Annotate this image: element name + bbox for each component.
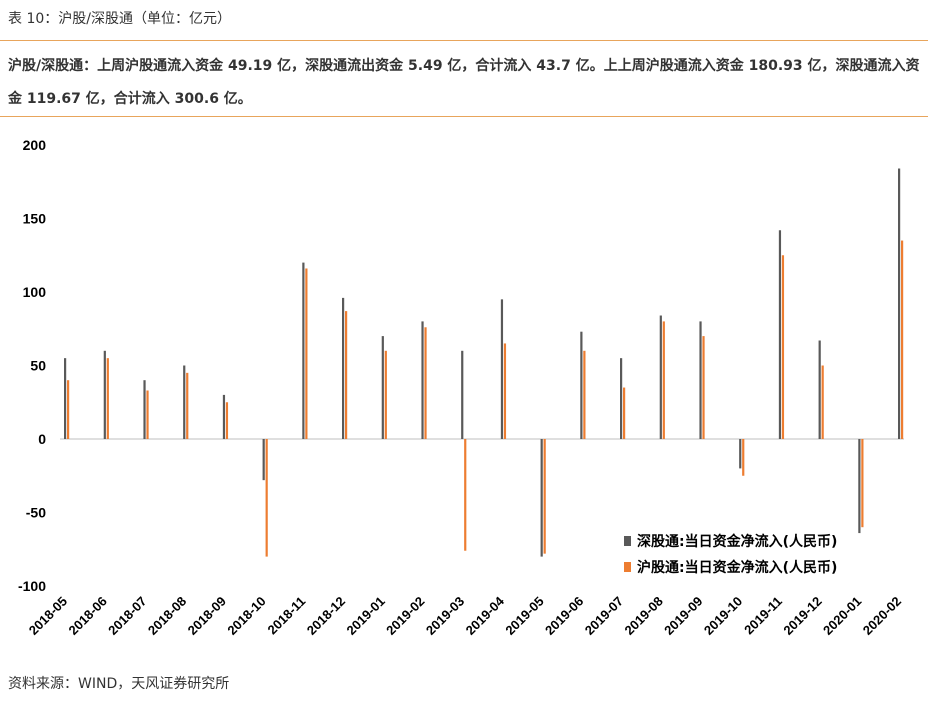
bar-shenzhen — [620, 358, 623, 439]
y-tick-label: -50 — [26, 505, 46, 521]
summary-rule — [0, 116, 928, 117]
legend-swatch-shenzhen — [624, 536, 631, 546]
y-tick-label: 100 — [23, 284, 47, 300]
bar-shenzhen — [898, 168, 901, 439]
bar-shenzhen — [262, 439, 265, 481]
bar-shenzhen — [778, 230, 782, 439]
x-tick-label: 2019-07 — [582, 594, 626, 638]
x-tick-label: 2018-06 — [65, 594, 109, 638]
bar-shenzhen — [659, 315, 662, 439]
bar-shenzhen — [818, 340, 821, 439]
bar-shenzhen — [739, 439, 742, 469]
x-tick-label: 2018-11 — [265, 594, 309, 638]
x-tick-label: 2018-05 — [26, 594, 70, 638]
bar-shanghai — [583, 350, 586, 439]
x-tick-label: 2019-10 — [701, 594, 745, 638]
x-tick-label: 2019-02 — [383, 594, 427, 638]
bar-shanghai — [503, 343, 507, 439]
bar-shanghai — [781, 255, 785, 439]
bar-shanghai — [384, 350, 387, 439]
legend-label-shanghai: 沪股通:当日资金净流入(人民币) — [637, 559, 837, 576]
bar-shanghai — [861, 439, 864, 528]
y-tick-label: -100 — [18, 578, 46, 594]
bar-shanghai — [186, 372, 189, 439]
x-axis: 2018-052018-062018-072018-082018-092018-… — [26, 593, 904, 638]
bar-shanghai — [662, 321, 665, 439]
bar-shenzhen — [103, 350, 106, 439]
bar-shenzhen — [858, 439, 861, 534]
legend-swatch-shanghai — [624, 562, 631, 572]
bar-shanghai — [424, 327, 427, 439]
x-tick-label: 2018-09 — [185, 594, 229, 638]
bar-series — [64, 168, 904, 557]
bar-shenzhen — [381, 336, 384, 439]
x-tick-label: 2019-03 — [423, 594, 467, 638]
y-tick-label: 50 — [30, 358, 46, 374]
x-tick-label: 2020-02 — [860, 594, 904, 638]
x-tick-label: 2018-07 — [105, 594, 149, 638]
bar-shanghai — [464, 439, 467, 551]
x-tick-label: 2020-01 — [820, 594, 864, 638]
y-axis: 200 150 100 50 0 -50 -100 — [18, 137, 46, 594]
bar-shenzhen — [183, 365, 186, 439]
x-tick-label: 2019-01 — [343, 594, 387, 638]
x-tick-label: 2019-11 — [741, 594, 785, 638]
x-tick-label: 2019-05 — [502, 594, 546, 638]
bar-shenzhen — [143, 380, 146, 439]
x-tick-label: 2019-06 — [542, 594, 586, 638]
bar-shanghai — [623, 387, 626, 439]
bar-shanghai — [543, 439, 546, 554]
bar-shanghai — [901, 240, 904, 439]
bar-shenzhen — [64, 358, 67, 439]
bar-shenzhen — [461, 350, 464, 439]
bar-shenzhen — [222, 394, 226, 439]
legend-label-shenzhen: 深股通:当日资金净流入(人民币) — [637, 533, 837, 550]
bar-shanghai — [225, 402, 229, 439]
bar-shanghai — [106, 358, 109, 439]
bar-shenzhen — [540, 439, 543, 557]
table-title: 表 10：沪股/深股通（单位：亿元） — [8, 11, 231, 27]
x-tick-label: 2018-12 — [304, 594, 348, 638]
x-tick-label: 2019-04 — [463, 593, 508, 638]
bar-shanghai — [702, 336, 705, 439]
summary-text: 沪股/深股通：上周沪股通流入资金 49.19 亿，深股通流出资金 5.49 亿，… — [8, 58, 920, 107]
y-tick-label: 150 — [23, 211, 47, 227]
bar-shenzhen — [302, 262, 305, 439]
bar-shenzhen — [580, 331, 583, 439]
bar-shanghai — [345, 311, 348, 439]
y-tick-label: 0 — [38, 431, 46, 447]
source-note: 资料来源：WIND，天风证券研究所 — [8, 676, 230, 692]
x-tick-label: 2018-10 — [224, 594, 268, 638]
x-tick-label: 2019-09 — [661, 594, 705, 638]
bar-shanghai — [305, 268, 308, 439]
bar-shenzhen — [500, 299, 504, 439]
bar-shenzhen — [421, 321, 424, 439]
bar-shanghai — [67, 380, 70, 439]
bar-shenzhen — [699, 321, 702, 439]
bar-shenzhen — [342, 297, 345, 439]
x-tick-label: 2019-12 — [780, 594, 824, 638]
top-rule — [0, 40, 928, 41]
legend: 深股通:当日资金净流入(人民币) 沪股通:当日资金净流入(人民币) — [624, 533, 837, 576]
x-tick-label: 2019-08 — [621, 594, 665, 638]
bar-shanghai — [265, 439, 268, 557]
bar-shanghai — [742, 439, 745, 476]
bar-shanghai — [821, 365, 824, 439]
x-tick-label: 2018-08 — [145, 594, 189, 638]
bar-shanghai — [146, 390, 149, 439]
y-tick-label: 200 — [23, 137, 47, 153]
